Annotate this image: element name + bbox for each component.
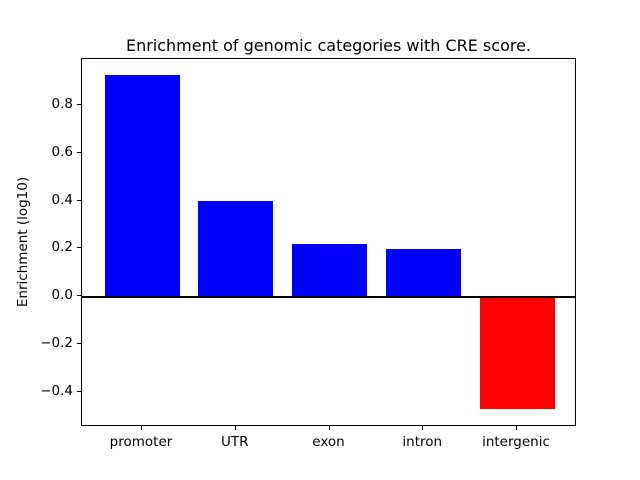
y-tick-label: −0.4 xyxy=(40,382,73,399)
y-tick-label: 0.2 xyxy=(51,239,73,256)
y-tick-mark xyxy=(77,343,81,345)
bar-intron xyxy=(385,248,461,297)
x-tick-label-exon: exon xyxy=(312,434,345,450)
x-tick-label-intron: intron xyxy=(402,434,443,450)
y-tick-label: 0.4 xyxy=(51,191,73,208)
x-tick-label-promoter: promoter xyxy=(109,434,173,450)
x-tick-mark xyxy=(328,426,330,430)
bar-intergenic xyxy=(479,296,555,410)
x-tick-mark xyxy=(141,426,142,430)
y-tick-label: 0.0 xyxy=(51,287,73,304)
bar-promoter xyxy=(104,74,180,297)
y-tick-label: 0.6 xyxy=(51,143,73,160)
y-tick-mark xyxy=(77,390,81,392)
y-tick-label: −0.2 xyxy=(40,335,73,352)
y-tick-mark xyxy=(77,247,81,249)
x-tick-mark xyxy=(422,426,424,430)
bar-UTR xyxy=(198,201,274,297)
zero-baseline xyxy=(82,295,575,298)
y-tick-mark xyxy=(77,104,81,106)
y-tick-label: 0.8 xyxy=(51,96,73,113)
x-tick-label-intergenic: intergenic xyxy=(482,434,550,450)
plot-area xyxy=(81,58,576,426)
y-tick-mark xyxy=(77,151,81,153)
bar-exon xyxy=(292,244,367,297)
y-tick-mark xyxy=(77,295,81,297)
x-tick-mark xyxy=(516,426,517,430)
x-tick-label-UTR: UTR xyxy=(220,434,249,450)
y-tick-mark xyxy=(77,199,81,201)
x-tick-mark xyxy=(234,426,236,430)
bars-group xyxy=(82,59,575,425)
chart-title: Enrichment of genomic categories with CR… xyxy=(125,36,532,55)
